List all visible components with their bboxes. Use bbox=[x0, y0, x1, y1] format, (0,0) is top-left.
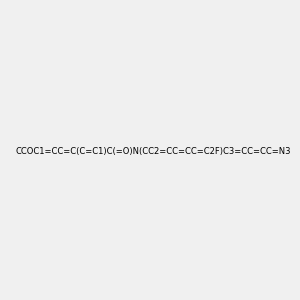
Text: CCOC1=CC=C(C=C1)C(=O)N(CC2=CC=CC=C2F)C3=CC=CC=N3: CCOC1=CC=C(C=C1)C(=O)N(CC2=CC=CC=C2F)C3=… bbox=[16, 147, 292, 156]
